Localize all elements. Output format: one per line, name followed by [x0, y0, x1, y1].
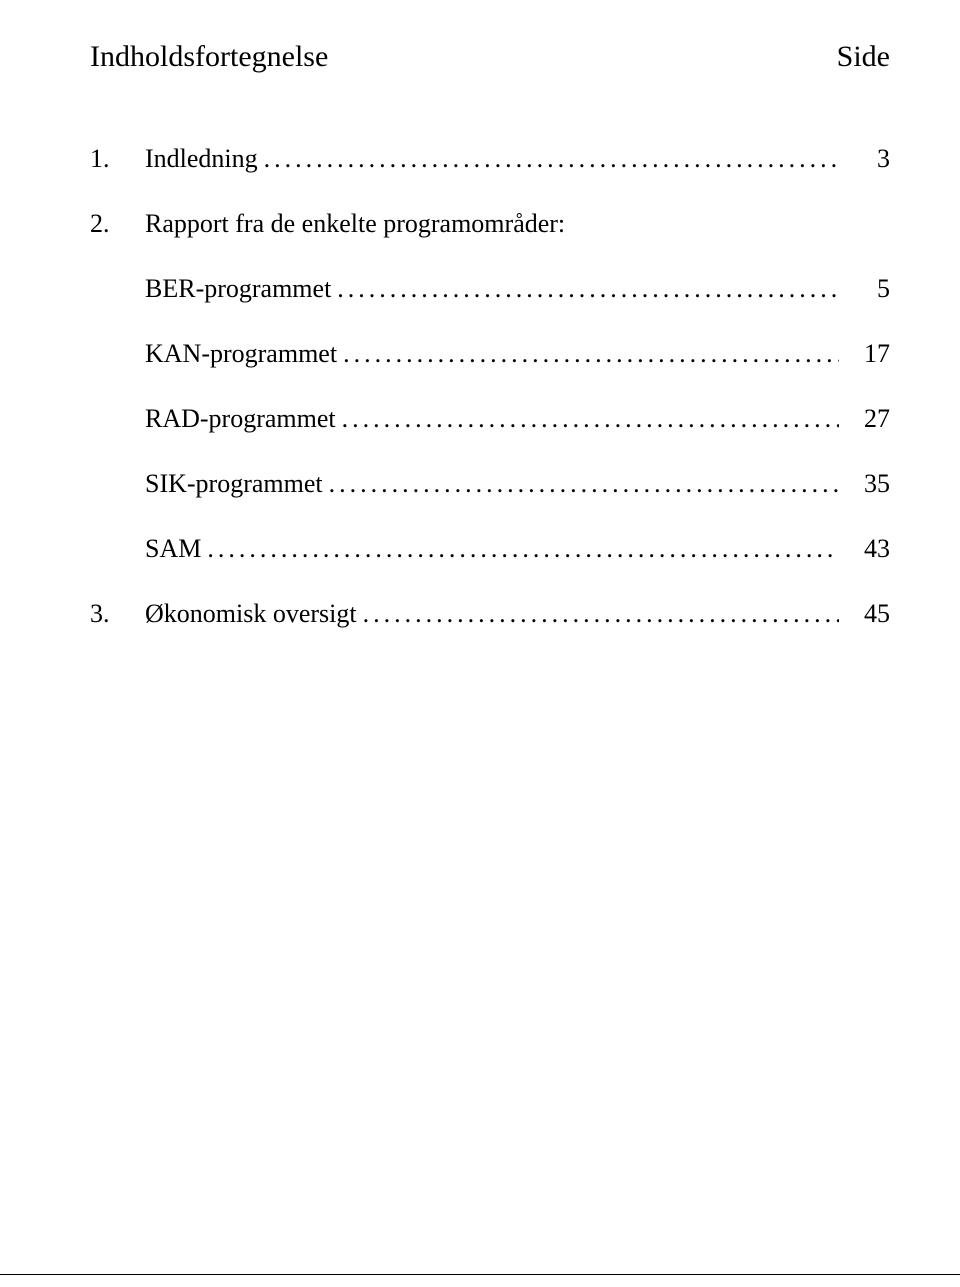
toc-item-page: 3: [845, 144, 890, 174]
toc-item: SAM.....................................…: [90, 534, 890, 564]
toc-item-page: 43: [845, 534, 890, 564]
toc-item-number: 1.: [90, 144, 145, 174]
toc-leader-dots: ........................................…: [264, 144, 839, 174]
toc-item-page: 5: [845, 274, 890, 304]
toc-item-label: SIK-programmet: [145, 469, 323, 499]
toc-item-label: SAM: [145, 534, 201, 564]
toc-item: BER-programmet..........................…: [90, 274, 890, 304]
toc-item-label: RAD-programmet: [145, 404, 336, 434]
toc-item: KAN-programmet..........................…: [90, 339, 890, 369]
toc-side-label: Side: [837, 40, 890, 74]
toc-leader-dots: ........................................…: [329, 469, 839, 499]
toc-item: 1.Indledning............................…: [90, 144, 890, 174]
toc-section-header: 2.Rapport fra de enkelte programområder:: [90, 209, 890, 239]
toc-item-label: Indledning: [145, 144, 258, 174]
toc-item-number: 2.: [90, 209, 145, 239]
toc-item-label: Økonomisk oversigt: [145, 599, 357, 629]
toc-leader-dots: ........................................…: [207, 534, 839, 564]
toc-title: Indholdsfortegnelse: [90, 40, 328, 74]
toc-item-page: 17: [845, 339, 890, 369]
footer-rule: [0, 1274, 960, 1275]
toc-leader-dots: ........................................…: [342, 404, 839, 434]
toc-item-label: BER-programmet: [145, 274, 331, 304]
toc-item-page: 45: [845, 599, 890, 629]
toc-item-page: 35: [845, 469, 890, 499]
toc-leader-dots: ........................................…: [337, 274, 839, 304]
toc-item-number: 3.: [90, 599, 145, 629]
toc-leader-dots: ........................................…: [343, 339, 839, 369]
toc-item-label: Rapport fra de enkelte programområder:: [145, 209, 565, 239]
toc-list: 1.Indledning............................…: [90, 144, 890, 629]
toc-header: Indholdsfortegnelse Side: [90, 40, 890, 74]
toc-item-label: KAN-programmet: [145, 339, 337, 369]
toc-item: RAD-programmet..........................…: [90, 404, 890, 434]
toc-item: 3.Økonomisk oversigt....................…: [90, 599, 890, 629]
toc-item-page: 27: [845, 404, 890, 434]
toc-item: SIK-programmet..........................…: [90, 469, 890, 499]
toc-leader-dots: ........................................…: [363, 599, 839, 629]
